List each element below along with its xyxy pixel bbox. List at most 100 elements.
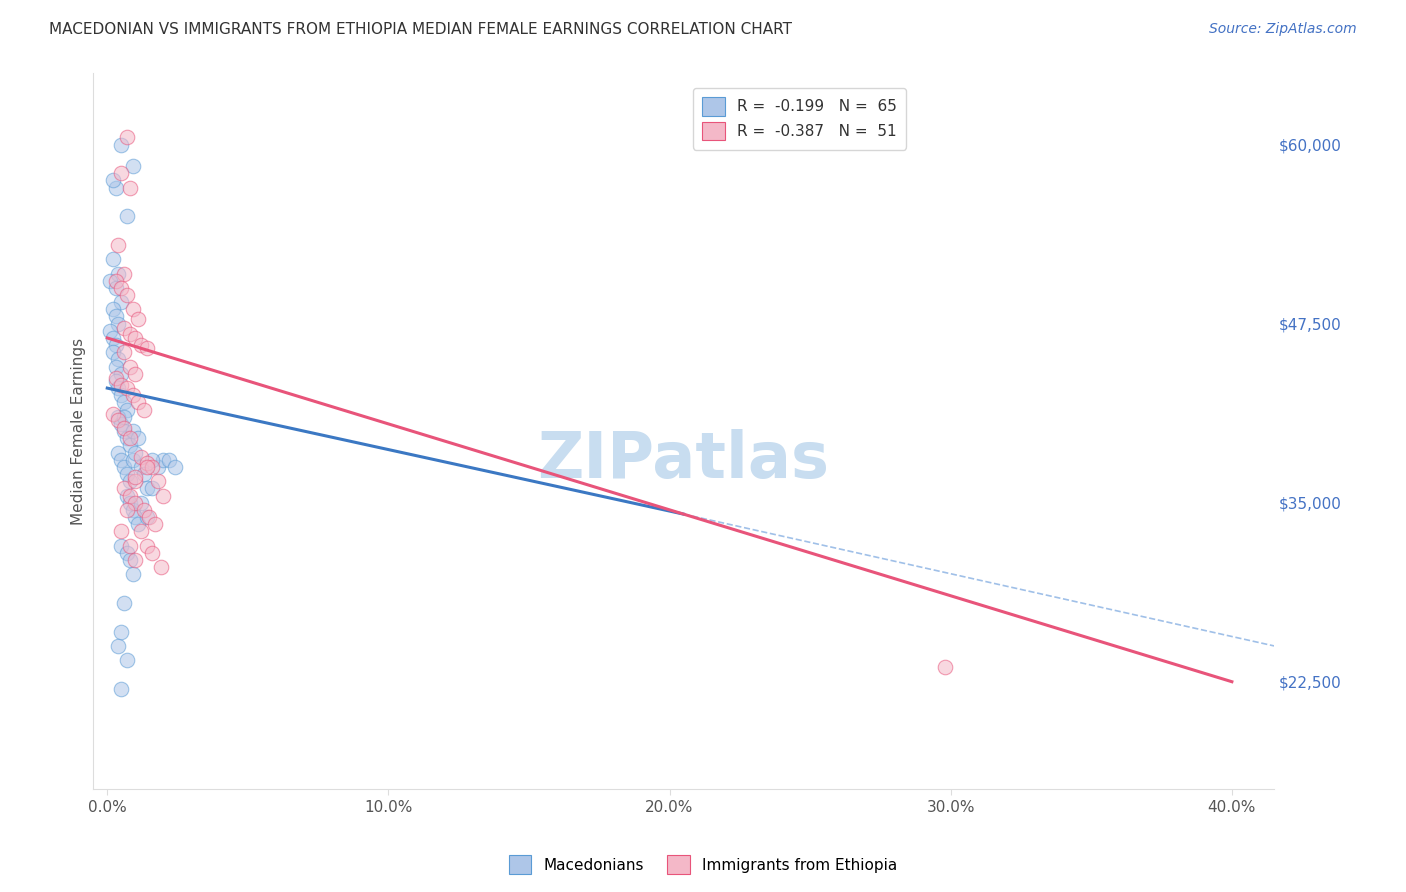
Point: [129, 459, 152, 474]
Point: [98, 274, 121, 288]
Point: [118, 496, 141, 510]
Point: [141, 546, 163, 560]
Y-axis label: Median Female Earnings: Median Female Earnings: [72, 337, 86, 524]
Point: [118, 180, 141, 194]
Point: [110, 388, 132, 402]
Point: [115, 288, 138, 302]
Point: [104, 371, 127, 385]
Point: [110, 417, 132, 431]
Point: [127, 431, 149, 445]
Point: [124, 331, 146, 345]
Point: [138, 510, 160, 524]
Point: [110, 137, 132, 152]
Point: [118, 489, 141, 503]
Point: [112, 459, 135, 474]
Point: [115, 381, 138, 395]
Point: [104, 374, 127, 388]
Point: [129, 496, 152, 510]
Point: [104, 180, 127, 194]
Point: [124, 496, 146, 510]
Point: [107, 317, 129, 331]
Point: [143, 517, 166, 532]
Point: [115, 503, 138, 517]
Text: Source: ZipAtlas.com: Source: ZipAtlas.com: [1209, 22, 1357, 37]
Point: [135, 510, 157, 524]
Point: [112, 424, 135, 438]
Point: [124, 510, 146, 524]
Point: [121, 567, 143, 582]
Text: ZIPatlas: ZIPatlas: [537, 429, 830, 491]
Point: [135, 539, 157, 553]
Point: [104, 274, 127, 288]
Point: [118, 326, 141, 341]
Point: [107, 409, 129, 424]
Point: [115, 209, 138, 223]
Point: [132, 467, 155, 481]
Point: [112, 395, 135, 409]
Point: [107, 412, 129, 426]
Point: [110, 452, 132, 467]
Point: [112, 481, 135, 495]
Point: [101, 331, 124, 345]
Point: [121, 159, 143, 173]
Point: [124, 470, 146, 484]
Point: [98, 324, 121, 338]
Point: [101, 407, 124, 421]
Point: [127, 312, 149, 326]
Point: [127, 395, 149, 409]
Point: [149, 560, 172, 574]
Point: [104, 338, 127, 352]
Point: [115, 653, 138, 667]
Point: [112, 345, 135, 359]
Point: [110, 295, 132, 310]
Point: [115, 546, 138, 560]
Point: [132, 503, 155, 517]
Point: [146, 474, 169, 488]
Point: [107, 352, 129, 367]
Point: [110, 524, 132, 539]
Point: [141, 481, 163, 495]
Point: [934, 660, 956, 674]
Legend: Macedonians, Immigrants from Ethiopia: Macedonians, Immigrants from Ethiopia: [502, 849, 904, 880]
Point: [112, 409, 135, 424]
Point: [107, 381, 129, 395]
Point: [112, 596, 135, 610]
Point: [118, 438, 141, 452]
Point: [101, 252, 124, 267]
Point: [129, 450, 152, 464]
Point: [157, 452, 180, 467]
Point: [118, 553, 141, 567]
Point: [110, 539, 132, 553]
Point: [112, 267, 135, 281]
Point: [107, 267, 129, 281]
Point: [124, 474, 146, 488]
Point: [152, 452, 174, 467]
Point: [124, 445, 146, 459]
Point: [141, 459, 163, 474]
Point: [115, 130, 138, 145]
Point: [132, 402, 155, 417]
Point: [135, 459, 157, 474]
Point: [129, 524, 152, 539]
Legend: R =  -0.199   N =  65, R =  -0.387   N =  51: R = -0.199 N = 65, R = -0.387 N = 51: [693, 87, 907, 150]
Point: [124, 553, 146, 567]
Point: [121, 503, 143, 517]
Point: [110, 367, 132, 381]
Point: [135, 481, 157, 495]
Point: [112, 321, 135, 335]
Point: [107, 639, 129, 653]
Point: [115, 402, 138, 417]
Point: [121, 302, 143, 317]
Point: [118, 359, 141, 374]
Point: [141, 452, 163, 467]
Point: [110, 166, 132, 180]
Point: [110, 281, 132, 295]
Point: [121, 424, 143, 438]
Point: [104, 281, 127, 295]
Point: [115, 467, 138, 481]
Point: [107, 238, 129, 252]
Point: [118, 431, 141, 445]
Point: [115, 431, 138, 445]
Point: [127, 517, 149, 532]
Point: [152, 489, 174, 503]
